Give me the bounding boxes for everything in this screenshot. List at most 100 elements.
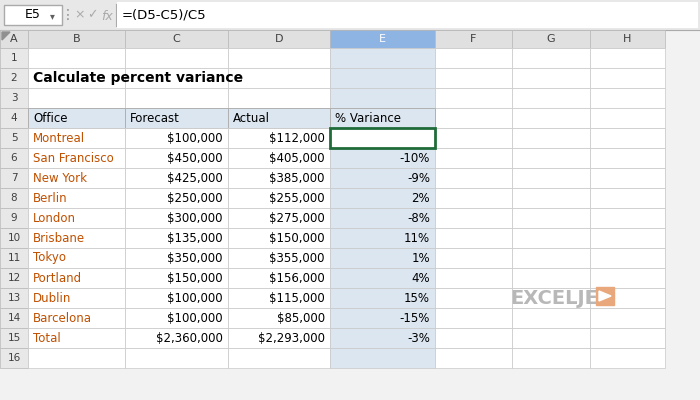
Text: $156,000: $156,000 — [270, 272, 325, 284]
Bar — [330, 348, 435, 368]
Bar — [228, 348, 330, 368]
Bar — [0, 68, 28, 88]
Text: -8%: -8% — [407, 212, 430, 224]
Text: $255,000: $255,000 — [270, 192, 325, 204]
Bar — [228, 88, 330, 108]
Bar — [228, 48, 330, 68]
Bar — [125, 168, 228, 188]
Polygon shape — [0, 30, 28, 48]
Text: H: H — [623, 34, 631, 44]
Bar — [435, 268, 512, 288]
Bar — [596, 287, 614, 305]
Bar — [0, 168, 28, 188]
Bar — [125, 168, 228, 188]
Bar — [590, 48, 665, 68]
Bar — [590, 228, 665, 248]
Bar — [590, 208, 665, 228]
Bar — [125, 228, 228, 248]
Polygon shape — [599, 291, 611, 301]
Bar — [228, 308, 330, 328]
Bar — [330, 30, 435, 48]
Text: 16: 16 — [8, 353, 20, 363]
Bar — [228, 128, 330, 148]
Bar — [435, 148, 512, 168]
Bar — [28, 328, 125, 348]
Text: 13: 13 — [8, 293, 20, 303]
Bar — [512, 228, 590, 248]
Bar — [125, 148, 228, 168]
Text: 2: 2 — [10, 73, 18, 83]
Bar — [512, 288, 590, 308]
Text: London: London — [33, 212, 76, 224]
Text: $85,000: $85,000 — [277, 312, 325, 324]
Bar — [125, 348, 228, 368]
Text: D: D — [274, 34, 284, 44]
Bar — [125, 208, 228, 228]
Text: 10: 10 — [8, 233, 20, 243]
Bar — [330, 288, 435, 308]
Text: 1%: 1% — [412, 252, 430, 264]
Bar — [435, 128, 512, 148]
Bar — [512, 188, 590, 208]
Bar — [590, 168, 665, 188]
Text: G: G — [547, 34, 555, 44]
Text: 15%: 15% — [404, 292, 430, 304]
Bar — [125, 308, 228, 328]
Bar — [435, 288, 512, 308]
Bar — [28, 228, 125, 248]
Bar — [435, 288, 512, 308]
Bar — [125, 128, 228, 148]
Bar — [512, 328, 590, 348]
Text: B: B — [73, 34, 80, 44]
Text: $100,000: $100,000 — [167, 132, 223, 144]
Text: $150,000: $150,000 — [167, 272, 223, 284]
Bar — [0, 268, 28, 288]
Bar — [330, 228, 435, 248]
Text: Calculate percent variance: Calculate percent variance — [33, 71, 243, 85]
Bar — [228, 188, 330, 208]
Bar — [512, 348, 590, 368]
Bar — [28, 248, 125, 268]
Text: Brisbane: Brisbane — [33, 232, 85, 244]
Bar — [590, 128, 665, 148]
Text: 12%: 12% — [404, 132, 430, 144]
Bar — [228, 208, 330, 228]
Text: New York: New York — [33, 172, 87, 184]
Bar — [28, 268, 125, 288]
Bar — [330, 128, 435, 148]
Bar — [435, 208, 512, 228]
Text: 3: 3 — [10, 93, 18, 103]
Text: Berlin: Berlin — [33, 192, 68, 204]
Text: 15: 15 — [8, 333, 20, 343]
Bar — [330, 148, 435, 168]
Bar — [435, 48, 512, 68]
Bar — [512, 228, 590, 248]
Text: C: C — [173, 34, 181, 44]
Bar — [330, 68, 435, 88]
Bar — [330, 168, 435, 188]
Text: $450,000: $450,000 — [167, 152, 223, 164]
Bar — [435, 168, 512, 188]
Bar — [28, 328, 125, 348]
Bar — [435, 188, 512, 208]
Text: 1: 1 — [10, 53, 18, 63]
Text: $112,000: $112,000 — [269, 132, 325, 144]
Bar — [125, 148, 228, 168]
Text: EXCELJET: EXCELJET — [510, 288, 611, 308]
Bar — [512, 248, 590, 268]
Bar — [590, 108, 665, 128]
Bar — [228, 108, 330, 128]
Bar — [125, 30, 228, 48]
Text: 14: 14 — [8, 313, 20, 323]
Bar — [28, 188, 125, 208]
Text: ▾: ▾ — [50, 11, 55, 21]
Bar — [228, 68, 330, 88]
Bar — [330, 128, 435, 148]
Bar — [125, 108, 228, 128]
Text: 9: 9 — [10, 213, 18, 223]
Bar — [28, 108, 125, 128]
Text: ⋮: ⋮ — [61, 8, 75, 22]
Bar — [330, 248, 435, 268]
Text: -9%: -9% — [407, 172, 430, 184]
Bar — [590, 268, 665, 288]
